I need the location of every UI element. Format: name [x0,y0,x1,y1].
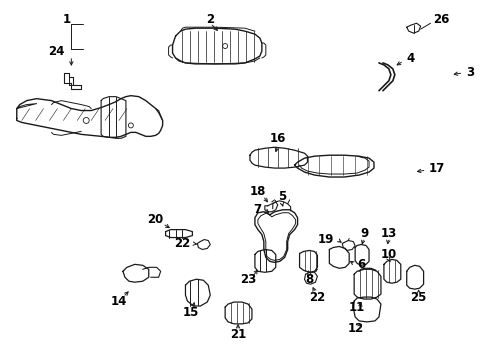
Text: 22: 22 [174,237,190,250]
Text: 23: 23 [239,273,256,286]
Text: 20: 20 [147,213,163,226]
Text: 21: 21 [229,328,245,341]
Text: 6: 6 [356,258,365,271]
Text: 18: 18 [249,185,265,198]
Text: 16: 16 [269,132,285,145]
Text: 9: 9 [359,227,367,240]
Text: 24: 24 [48,45,64,58]
Text: 12: 12 [347,322,364,336]
Text: 1: 1 [62,13,70,26]
Text: 19: 19 [317,233,334,246]
Text: 11: 11 [348,301,365,314]
Text: 2: 2 [206,13,214,26]
Text: 5: 5 [277,190,285,203]
Text: 8: 8 [305,273,313,286]
Text: 17: 17 [427,162,444,175]
Text: 7: 7 [253,203,262,216]
Text: 25: 25 [409,291,426,303]
Text: 26: 26 [433,13,449,26]
Text: 14: 14 [111,294,127,307]
Text: 15: 15 [182,306,198,319]
Text: 22: 22 [309,291,325,303]
Text: 3: 3 [466,66,473,79]
Text: 10: 10 [380,248,396,261]
Text: 13: 13 [380,227,396,240]
Text: 4: 4 [406,53,414,66]
